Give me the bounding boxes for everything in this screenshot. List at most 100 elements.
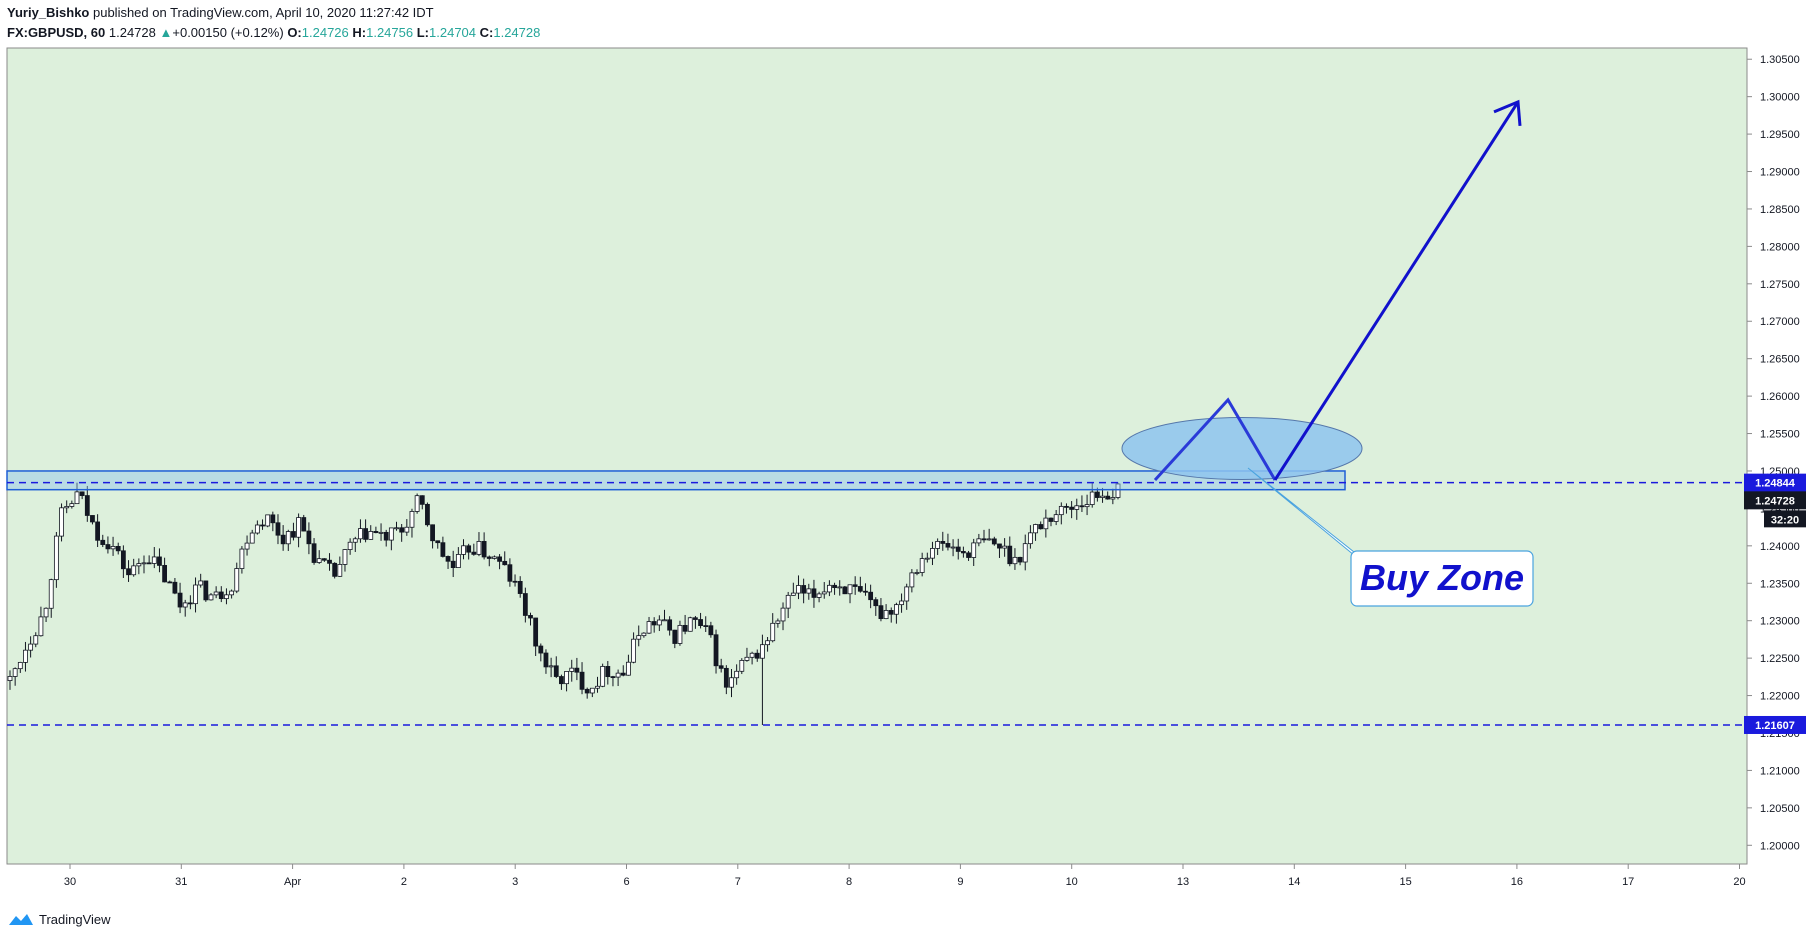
close-value: 1.24728 [493, 25, 541, 40]
candle-body [347, 541, 353, 550]
candle-body [775, 620, 781, 624]
candle-body [584, 688, 590, 694]
candle-body [435, 540, 441, 544]
candle-body [919, 558, 925, 573]
candle-body [615, 672, 621, 678]
candle-body [713, 634, 719, 667]
candle-body [548, 665, 554, 668]
candle-body [249, 532, 255, 544]
price-tick-label: 1.27000 [1760, 316, 1800, 328]
author-name[interactable]: Yuriy_Bishko [7, 5, 90, 20]
price-tick-label: 1.27500 [1760, 279, 1800, 291]
candle-body [481, 541, 487, 558]
candle-body [141, 562, 147, 565]
price-tick-label: 1.28000 [1760, 241, 1800, 253]
candle-body [476, 541, 482, 555]
candle-body [708, 625, 714, 636]
candle-body [110, 545, 116, 550]
time-tick-label: 15 [1399, 876, 1411, 888]
candle-body [986, 538, 992, 541]
support-price-tag: 1.21607 [1755, 720, 1795, 732]
time-tick-label: 7 [735, 876, 741, 888]
candle-body [646, 621, 652, 634]
time-tick-label: 3 [512, 876, 518, 888]
callout-box[interactable] [1350, 550, 1534, 607]
buy-zone-rectangle[interactable] [6, 470, 1346, 491]
plot-area[interactable] [6, 47, 1748, 865]
candle-body [734, 670, 740, 679]
candle-body [419, 495, 425, 505]
candle-body [935, 541, 941, 549]
candle-body [414, 495, 420, 512]
candle-body [291, 531, 296, 538]
candle-body [296, 517, 301, 538]
candle-body [425, 503, 430, 526]
candle-body [1027, 532, 1033, 545]
candle-body [811, 588, 817, 598]
candle-body [626, 661, 631, 676]
candle-body [126, 568, 131, 576]
candle-body [388, 527, 394, 541]
candle-body [213, 591, 219, 596]
candle-body [162, 565, 168, 583]
time-axis[interactable]: 30 31 Apr 2 3 6 7 8 9 10 13 14 15 16 17 20 [64, 864, 1746, 888]
tradingview-logo[interactable]: TradingView [7, 911, 111, 927]
pullback-path[interactable] [1153, 397, 1277, 481]
candle-body [486, 556, 492, 559]
price-tags: 1.24844 1.24728 32:20 1.21607 [1744, 473, 1806, 734]
price-tick-label: 1.26000 [1760, 391, 1800, 403]
candle-body [698, 619, 703, 626]
candle-body [497, 556, 502, 562]
candle-body [1033, 524, 1038, 534]
candle-body [59, 507, 64, 537]
resistance-price-tag: 1.24844 [1755, 478, 1796, 490]
open-label: O: [287, 25, 302, 40]
candle-body [682, 624, 688, 632]
time-tick-label: Apr [284, 876, 301, 888]
candle-body [1115, 483, 1121, 498]
candle-body [888, 610, 894, 615]
brand-name: TradingView [39, 911, 111, 927]
candle-body [38, 616, 44, 637]
candle-body [455, 554, 461, 569]
candle-body [306, 530, 312, 545]
price-tick-label: 1.22000 [1760, 691, 1800, 703]
candle-body [600, 666, 606, 687]
price-change: +0.00150 (+0.12%) [172, 25, 284, 40]
candle-body [461, 545, 466, 555]
candle-body [950, 546, 956, 549]
candle-body [1074, 505, 1080, 510]
candle-body [187, 602, 193, 605]
close-label: C: [479, 25, 494, 40]
candle-body [559, 676, 564, 685]
high-value: 1.24756 [366, 25, 414, 40]
candle-body [254, 524, 260, 534]
candle-body [218, 591, 224, 600]
candle-body [760, 644, 765, 659]
candle-body [899, 600, 904, 606]
candle-body [528, 615, 533, 619]
price-axis[interactable]: 1.30500 1.30000 1.29500 1.29000 1.28500 1.280… [1747, 54, 1800, 852]
candle-body [208, 594, 214, 601]
candle-body [100, 539, 106, 545]
candle-body [95, 521, 101, 541]
candle-body [1084, 504, 1090, 508]
time-tick-label: 20 [1733, 876, 1745, 888]
candle-body [605, 666, 611, 678]
candle-body [270, 514, 276, 524]
candle-body [1043, 517, 1049, 530]
candle-body [1022, 543, 1028, 563]
candle-body [796, 585, 801, 594]
symbol-label[interactable]: FX:GBPUSD, 60 [7, 25, 106, 40]
candle-body [321, 558, 327, 561]
candle-body [538, 645, 544, 654]
price-tick-label: 1.20000 [1760, 840, 1800, 852]
projection-arrow[interactable] [1273, 101, 1520, 481]
buy-zone-ellipse[interactable] [1121, 417, 1363, 481]
candle-body [533, 617, 539, 647]
candle-body [522, 593, 528, 616]
candle-body [821, 591, 827, 595]
buy-zone-label: Buy Zone [1360, 557, 1524, 598]
candle-body [224, 594, 229, 600]
